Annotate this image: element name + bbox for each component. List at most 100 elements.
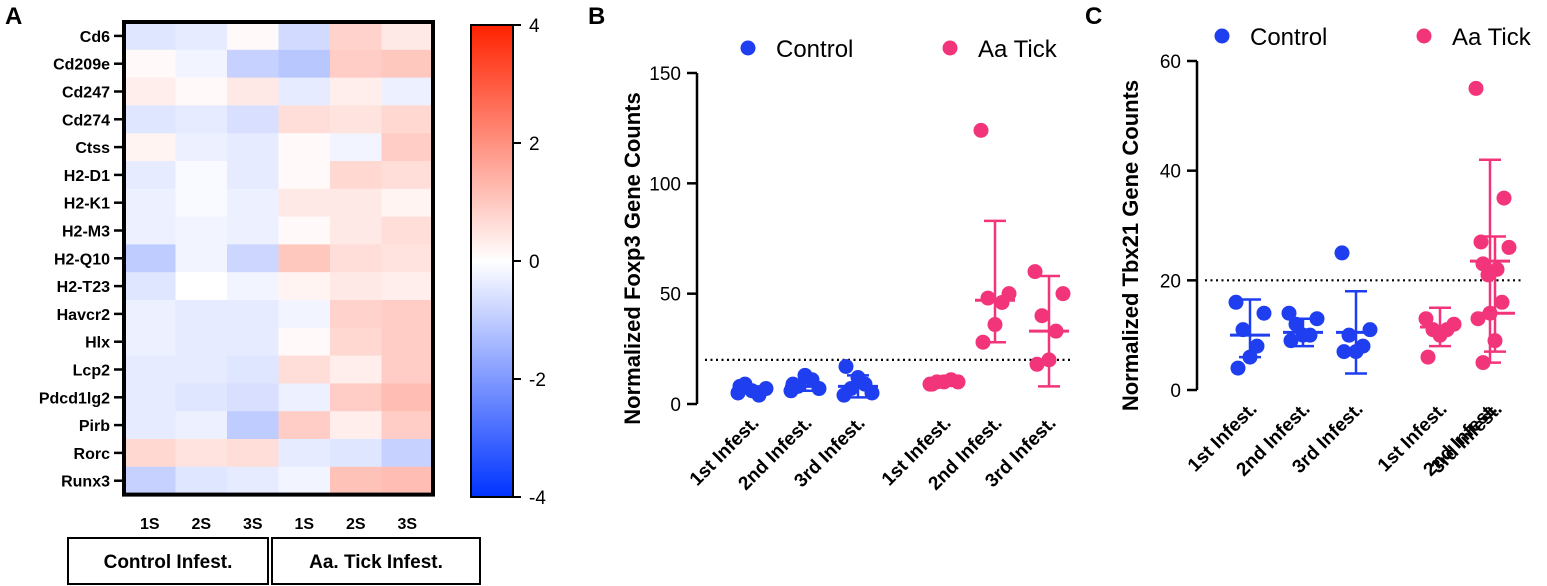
column-label: 3S — [397, 516, 417, 533]
heatmap-cell — [278, 105, 331, 134]
data-point — [936, 374, 952, 390]
heatmap-cell — [381, 105, 434, 134]
heatmap-cell — [175, 466, 228, 496]
group-box — [67, 537, 269, 585]
heatmap-cell — [381, 327, 434, 357]
data-point — [1235, 322, 1251, 338]
heatmap-cell — [124, 22, 176, 51]
heatmap-cell — [227, 49, 279, 79]
y-tick-label: 40 — [1160, 162, 1181, 183]
data-point — [838, 358, 854, 374]
column-label: 2S — [346, 516, 366, 533]
data-point — [1496, 190, 1512, 206]
gene-label: Pirb — [79, 418, 110, 435]
heatmap-cell — [124, 133, 176, 162]
data-point — [1288, 316, 1304, 332]
heatmap-cell — [330, 327, 382, 357]
heatmap-cell — [227, 383, 279, 412]
data-point — [1418, 311, 1434, 327]
data-point — [1348, 344, 1364, 360]
data-point — [1334, 245, 1350, 261]
gene-label: Hlx — [85, 335, 110, 352]
heatmap-cell — [381, 300, 434, 329]
heatmap-cell — [330, 466, 382, 496]
heatmap-cell — [227, 272, 279, 301]
data-point — [1228, 294, 1244, 310]
heatmap-cell — [175, 49, 228, 79]
data-point — [1480, 267, 1496, 283]
heatmap-cell — [381, 77, 434, 106]
heatmap-cell — [381, 133, 434, 162]
heatmap-cell — [124, 77, 176, 106]
heatmap-cell — [381, 411, 434, 440]
data-point — [1048, 323, 1064, 339]
heatmap-cell — [330, 300, 382, 329]
heatmap-cell — [227, 244, 279, 273]
legend-label: Aa Tick — [978, 36, 1058, 63]
heatmap-cell — [278, 77, 331, 106]
colorbar-tick-label: 0 — [529, 252, 540, 273]
heatmap-cell — [381, 272, 434, 301]
y-tick-label: 100 — [649, 174, 681, 195]
heatmap-cell — [227, 77, 279, 106]
data-point — [744, 383, 760, 399]
data-point — [732, 378, 748, 394]
gene-label: Cd6 — [80, 29, 110, 46]
gene-label: Rorc — [74, 446, 111, 463]
heatmap-cell — [227, 188, 279, 218]
legend-label: Control — [776, 36, 853, 63]
data-point — [1295, 327, 1311, 343]
heatmap-cell — [278, 466, 331, 496]
heatmap-cell — [278, 383, 331, 412]
heatmap-cell — [278, 49, 331, 79]
data-point — [1362, 322, 1378, 338]
legend-label: Control — [1250, 24, 1327, 51]
heatmap-cell — [278, 411, 331, 440]
column-label: 2S — [191, 516, 211, 533]
heatmap-cell — [175, 272, 228, 301]
colorbar-bar — [470, 24, 514, 498]
data-point — [1494, 294, 1510, 310]
heatmap-cell — [124, 216, 176, 245]
heatmap-cell — [124, 300, 176, 329]
legend-marker — [1416, 28, 1432, 44]
gene-label: Cd209e — [53, 57, 110, 74]
data-point — [1468, 80, 1484, 96]
heatmap-cell — [381, 22, 434, 51]
data-point — [1230, 360, 1246, 376]
heatmap-cell — [330, 216, 382, 245]
y-tick-label: 50 — [660, 285, 681, 306]
heatmap-cell — [381, 383, 434, 412]
data-point — [1420, 349, 1436, 365]
heatmap-cell — [124, 439, 176, 468]
heatmap-cell — [381, 216, 434, 245]
heatmap-cell — [175, 105, 228, 134]
heatmap-cell — [175, 244, 228, 273]
data-point — [1249, 338, 1265, 354]
heatmap-cell — [124, 272, 176, 301]
heatmap-cell — [124, 466, 176, 496]
data-point — [975, 334, 991, 350]
gene-label: Cd274 — [62, 112, 110, 129]
heatmap-cell — [278, 439, 331, 468]
data-point — [850, 370, 866, 386]
gene-label: H2-T23 — [57, 279, 110, 296]
data-point — [1432, 327, 1448, 343]
data-point — [1055, 286, 1071, 302]
legend-marker — [740, 40, 756, 56]
heatmap-cell — [124, 411, 176, 440]
heatmap-cell — [330, 244, 382, 273]
heatmap-cell — [227, 300, 279, 329]
y-tick-label: 0 — [1170, 381, 1181, 402]
gene-label: Ctss — [75, 140, 110, 157]
heatmap-cell — [278, 161, 331, 190]
data-point — [1473, 234, 1489, 250]
data-point — [1336, 344, 1352, 360]
data-point — [1041, 352, 1057, 368]
data-point — [994, 294, 1010, 310]
data-point — [843, 381, 859, 397]
gene-label: H2-K1 — [64, 196, 110, 213]
group-label: Control Infest. — [104, 552, 233, 573]
